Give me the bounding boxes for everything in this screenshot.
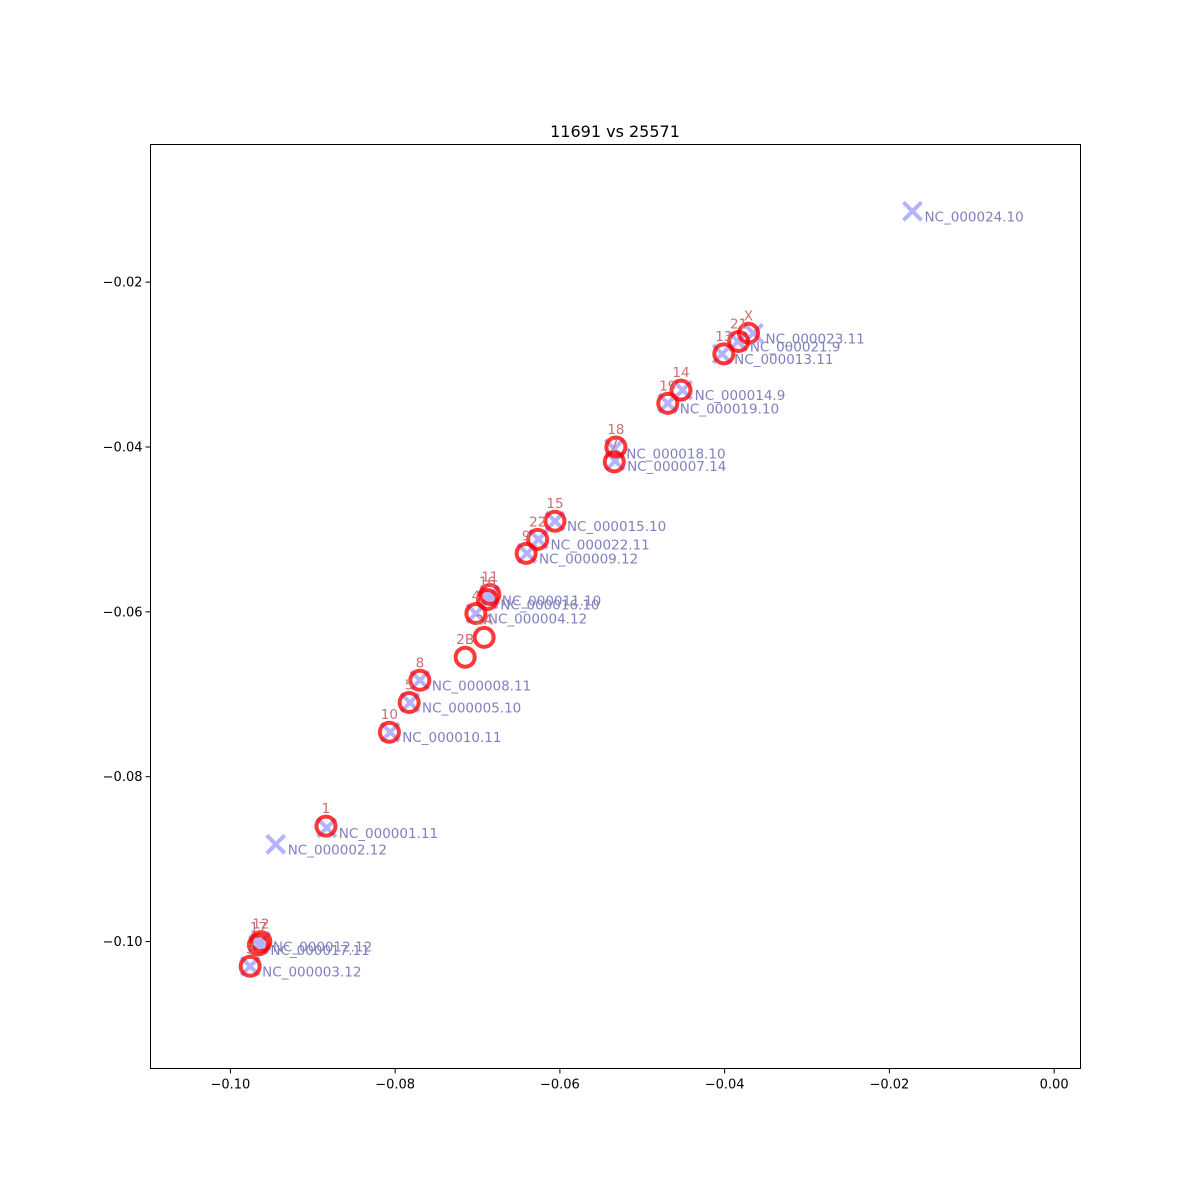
x-point-label: NC_000009.12: [539, 551, 638, 567]
circle-point-label: 12: [252, 917, 269, 933]
circle-marker: [656, 391, 680, 415]
circle-marker: [472, 625, 496, 649]
x-point-label: NC_000003.12: [262, 964, 361, 980]
circle-point-label: 8: [416, 655, 425, 671]
circle-marker: [238, 954, 262, 978]
circle-marker: [514, 541, 538, 565]
circle-point-label: 7: [610, 437, 619, 453]
x-point-label: NC_000010.11: [402, 730, 501, 746]
circle-marker: [246, 933, 270, 957]
x-tick-label: 0.00: [1040, 1078, 1069, 1093]
x-point-label: NC_000023.11: [765, 331, 864, 347]
circle-point-label: 2B: [456, 632, 474, 648]
x-tick-label: −0.02: [869, 1078, 909, 1093]
circle-point-label: 10: [381, 707, 398, 723]
circle-point-label: 17: [250, 920, 267, 936]
axes-frame: [150, 144, 1081, 1069]
circle-marker: [602, 450, 626, 474]
circle-point-label: 1: [322, 801, 331, 817]
circle-marker: [453, 645, 477, 669]
circle-point-label: 11: [481, 570, 498, 586]
x-point-label: NC_000002.12: [288, 842, 387, 858]
y-tick-label: −0.08: [103, 770, 143, 785]
x-tick-label: −0.08: [375, 1078, 415, 1093]
x-point-label: NC_000005.10: [422, 701, 521, 717]
y-tick-label: −0.04: [103, 441, 143, 456]
x-axis-ticks: −0.10 −0.08 −0.06 −0.04 −0.02 0.00: [210, 1068, 1069, 1093]
circle-marker: [475, 587, 499, 611]
x-point-label: NC_000017.11: [270, 943, 369, 959]
circle-point-label: X: [744, 308, 753, 324]
circle-point-label: 21: [730, 316, 747, 332]
x-point-label: NC_000019.10: [680, 401, 779, 417]
y-tick-label: −0.02: [103, 276, 143, 291]
circle-point-label: 4: [472, 589, 481, 605]
x-tick-label: −0.04: [705, 1078, 745, 1093]
circle-marker: [604, 435, 628, 459]
circle-marker: [408, 668, 432, 692]
y-axis-ticks: −0.02 −0.04 −0.06 −0.08 −0.10: [103, 276, 151, 950]
x-marker-stroke: [902, 200, 923, 222]
circle-marker: [543, 509, 567, 533]
circle-point-label: 3: [246, 941, 255, 957]
x-point-label: NC_000018.10: [626, 447, 725, 463]
circle-marker: [377, 720, 401, 744]
circle-point-label: 16: [479, 574, 496, 590]
circle-marker: [464, 602, 488, 626]
x-point-label: NC_000012.12: [273, 940, 372, 956]
x-point-label: NC_000004.12: [488, 612, 587, 628]
circle-marker: [712, 342, 736, 366]
x-point-label: NC_000007.14: [627, 459, 726, 475]
x-point-label: NC_000001.11: [339, 826, 438, 842]
x-marker: [265, 833, 287, 855]
circle-point-label: 22: [529, 514, 546, 530]
x-point-label: NC_000015.10: [567, 519, 666, 535]
x-point-label: NC_000014.9: [695, 388, 786, 404]
circle-point-label: 15: [546, 496, 563, 512]
circle-marker: [727, 329, 751, 353]
x-point-label: NC_000021.9: [750, 339, 841, 355]
circle-point-label: 18: [607, 422, 624, 438]
circle-point-label: 9: [522, 528, 531, 544]
circle-marker: [526, 527, 550, 551]
x-point-label: NC_000024.10: [924, 209, 1023, 225]
x-point-label: NC_000022.11: [550, 537, 649, 553]
y-tick-label: −0.10: [103, 935, 143, 950]
circle-point-label: 13: [715, 329, 732, 345]
chart-title: 11691 vs 25571: [550, 122, 680, 141]
x-tick-label: −0.06: [540, 1078, 580, 1093]
x-marker: [902, 200, 923, 222]
y-tick-label: −0.06: [103, 605, 143, 620]
x-point-label: NC_000016.10: [500, 597, 599, 613]
circle-marker: [669, 378, 693, 402]
x-point-label: NC_000011.10: [502, 593, 601, 609]
x-point-label: NC_000013.11: [734, 352, 833, 368]
circle-point-label: 14: [672, 365, 689, 381]
circle-marker: [314, 814, 338, 838]
circle-point-label: 2A: [475, 612, 494, 628]
x-point-label: NC_000008.11: [432, 678, 531, 694]
circle-point-label: 19: [659, 378, 676, 394]
circle-marker: [397, 691, 421, 715]
x-tick-label: −0.10: [210, 1078, 250, 1093]
x-marker-stroke: [265, 833, 287, 855]
circle-point-label: 5: [405, 678, 414, 694]
